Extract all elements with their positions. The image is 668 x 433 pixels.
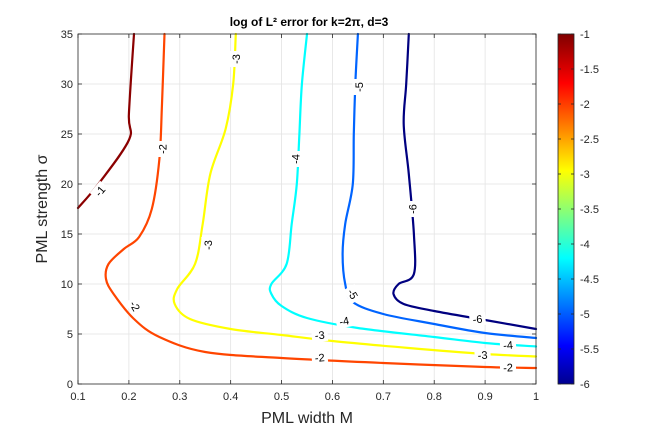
x-tick-label: 0.1 (70, 391, 85, 403)
contour-label-text: -4 (338, 315, 350, 329)
contour-label-backing (156, 141, 169, 157)
contour-label-backing (499, 360, 517, 375)
contour-line (268, 32, 538, 348)
x-axis-ticks: 0.1 0.2 0.3 0.4 0.5 0.6 0.7 0.8 0.9 1 (70, 34, 539, 403)
colorbar-tick-label: -6 (580, 379, 590, 391)
contour-label: -3 (311, 327, 329, 343)
y-tick-label: 5 (67, 329, 73, 341)
contour-label-text: -3 (231, 54, 243, 64)
contour-label: -2 (499, 360, 517, 375)
contour-label-backing (468, 311, 487, 327)
y-tick-label: 30 (61, 79, 73, 91)
colorbar-tick-label: -5 (580, 309, 590, 321)
x-axis-label: PML width M (261, 410, 353, 427)
y-tick-label: 20 (61, 179, 73, 191)
contour-label: -1 (89, 180, 111, 202)
contour-label: -4 (288, 151, 302, 167)
contour-label-backing (288, 151, 302, 167)
colorbar-tick-label: -5.5 (580, 344, 599, 356)
colorbar-tick-label: -4.5 (580, 274, 599, 286)
contour-label-backing (125, 295, 145, 317)
contour-label: -3 (201, 237, 215, 253)
colorbar-tick-label: -3.5 (580, 204, 599, 216)
y-tick-label: 10 (61, 279, 73, 291)
contour-label-backing (335, 313, 354, 329)
contour-label-backing (474, 348, 491, 362)
plot-frame (77, 33, 537, 385)
contour-label: -3 (474, 348, 491, 362)
x-tick-label: 0.8 (427, 391, 442, 403)
contour-line (172, 32, 538, 358)
x-tick-label: 0.3 (172, 391, 187, 403)
contour-label-text: -2 (503, 362, 513, 374)
contour-label-backing (89, 180, 111, 202)
contour-label-backing (499, 337, 517, 353)
colorbar-tick-label: -3 (580, 169, 590, 181)
contour-label-backing (311, 350, 329, 365)
contour-line (392, 32, 538, 331)
contour-label: -6 (405, 201, 419, 217)
contour-line (341, 32, 538, 340)
x-tick-label: 0.6 (325, 391, 340, 403)
colorbar-ticks: -1 -1.5 -2 -2.5 -3 -3.5 -4 -4.5 -5 -5.5 -6 (558, 29, 599, 391)
contour-label: -4 (335, 313, 354, 329)
x-tick-label: 0.5 (274, 391, 289, 403)
contour-label-backing (343, 283, 363, 305)
x-tick-label: 0.4 (223, 391, 238, 403)
contour-label: -2 (311, 350, 329, 365)
contour-label-text: -4 (290, 154, 302, 164)
plot-area (78, 34, 536, 384)
contour-label: -5 (352, 79, 366, 95)
colorbar-tick-label: -1 (580, 29, 590, 41)
contour-label-backing (405, 201, 419, 217)
chart-title: log of L² error for k=2π, d=3 (230, 15, 389, 29)
contour-label-text: -4 (503, 340, 514, 353)
contour-line (104, 32, 538, 370)
colorbar-tick-label: -1.5 (580, 64, 599, 76)
contour-label-text: -5 (354, 82, 366, 92)
contour-label-backing (201, 237, 215, 253)
y-tick-label: 15 (61, 229, 73, 241)
contour-lines (76, 32, 538, 370)
x-tick-label: 0.7 (376, 391, 391, 403)
colorbar-tick-label: -2.5 (580, 134, 599, 146)
contour-label-text: -2 (314, 352, 325, 365)
contour-label-text: -2 (158, 144, 170, 154)
contour-label: -4 (499, 337, 517, 353)
y-tick-label: 0 (67, 379, 73, 391)
contour-label-text: -3 (314, 330, 325, 343)
y-tick-label: 35 (61, 29, 73, 41)
contour-label: -2 (156, 141, 170, 157)
x-tick-label: 0.9 (477, 391, 492, 403)
contour-label-text: -6 (407, 204, 419, 214)
contour-label-text: -3 (203, 240, 215, 250)
y-axis-label: PML strength σ (34, 154, 51, 263)
colorbar-tick-label: -4 (580, 239, 590, 251)
x-tick-label: 1 (533, 391, 539, 403)
contour-label-backing (352, 79, 366, 95)
contour-label-backing (229, 51, 243, 67)
y-axis-ticks: 0 5 10 15 20 25 30 35 (61, 29, 536, 391)
contour-label: -6 (468, 311, 487, 327)
contour-label-text: -6 (472, 314, 483, 327)
contour-labels: -1 -2 -2 -2 -2 -3 -3 -3 -3 -4 -4 -4 -5 -5 -6 -6 (89, 51, 517, 375)
contour-label-backing (311, 327, 329, 343)
colorbar-tick-label: -2 (580, 99, 590, 111)
contour-label: -5 (343, 283, 363, 305)
contour-label-text: -3 (477, 350, 487, 362)
contour-label: -2 (125, 295, 145, 317)
contour-label: -3 (229, 51, 243, 67)
x-tick-label: 0.2 (121, 391, 136, 403)
y-tick-label: 25 (61, 129, 73, 141)
